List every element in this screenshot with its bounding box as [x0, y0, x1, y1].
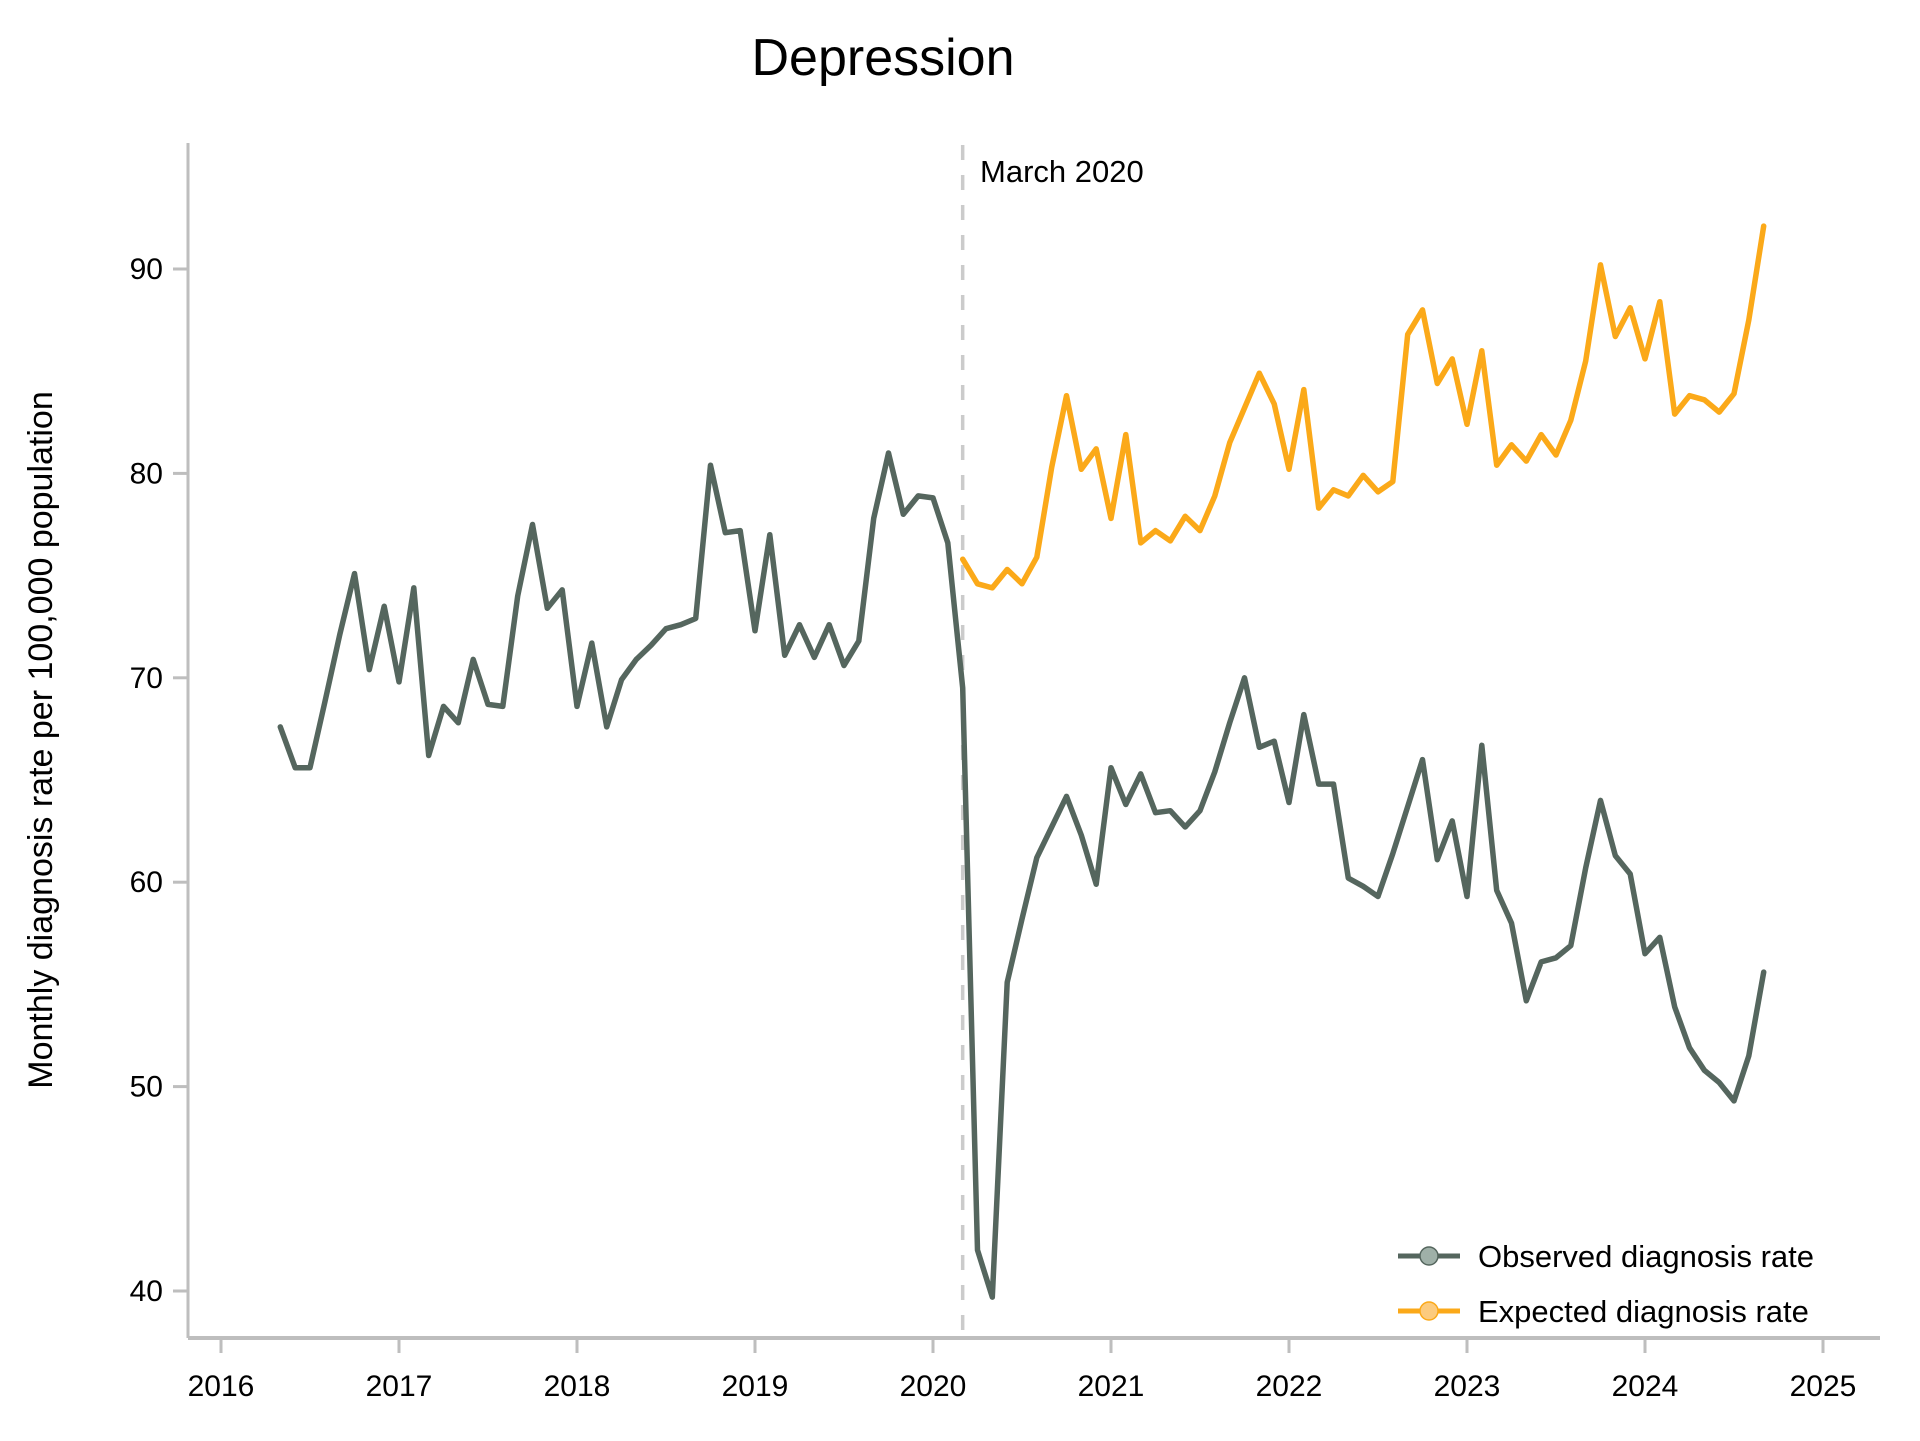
y-tick-label: 70	[130, 662, 163, 695]
x-tick-label: 2018	[544, 1370, 611, 1403]
x-tick-label: 2017	[366, 1370, 433, 1403]
x-tick-label: 2024	[1612, 1370, 1679, 1403]
x-tick-label: 2019	[722, 1370, 789, 1403]
data-series	[277, 223, 1767, 1300]
y-tick-label: 80	[130, 457, 163, 490]
x-tick-label: 2021	[1078, 1370, 1145, 1403]
y-tick-label: 40	[130, 1275, 163, 1308]
x-tick-label: 2022	[1256, 1370, 1323, 1403]
x-tick-label: 2023	[1434, 1370, 1501, 1403]
series-line-observed	[277, 450, 1767, 1300]
axes: 40 50 60 70 80 90 2016 2017 2018 2019 2020 2021 2022…	[130, 143, 1880, 1403]
x-tick-label: 2020	[900, 1370, 967, 1403]
y-tick-label: 90	[130, 253, 163, 286]
legend-marker-observed	[1419, 1246, 1439, 1266]
legend-marker-expected	[1419, 1301, 1439, 1321]
x-tick-label: 2016	[188, 1370, 255, 1403]
y-tick-label: 50	[130, 1071, 163, 1104]
y-tick-label: 60	[130, 866, 163, 899]
legend-label-observed: Observed diagnosis rate	[1478, 1239, 1814, 1274]
y-axis-label: Monthly diagnosis rate per 100,000 popul…	[22, 391, 60, 1088]
x-tick-label: 2025	[1790, 1370, 1857, 1403]
legend-label-expected: Expected diagnosis rate	[1478, 1294, 1809, 1329]
series-line-expected	[959, 223, 1767, 591]
march-2020-annotation: March 2020	[980, 154, 1144, 189]
legend: Observed diagnosis rate Expected diagnos…	[1398, 1239, 1814, 1329]
chart-title: Depression	[751, 29, 1014, 87]
